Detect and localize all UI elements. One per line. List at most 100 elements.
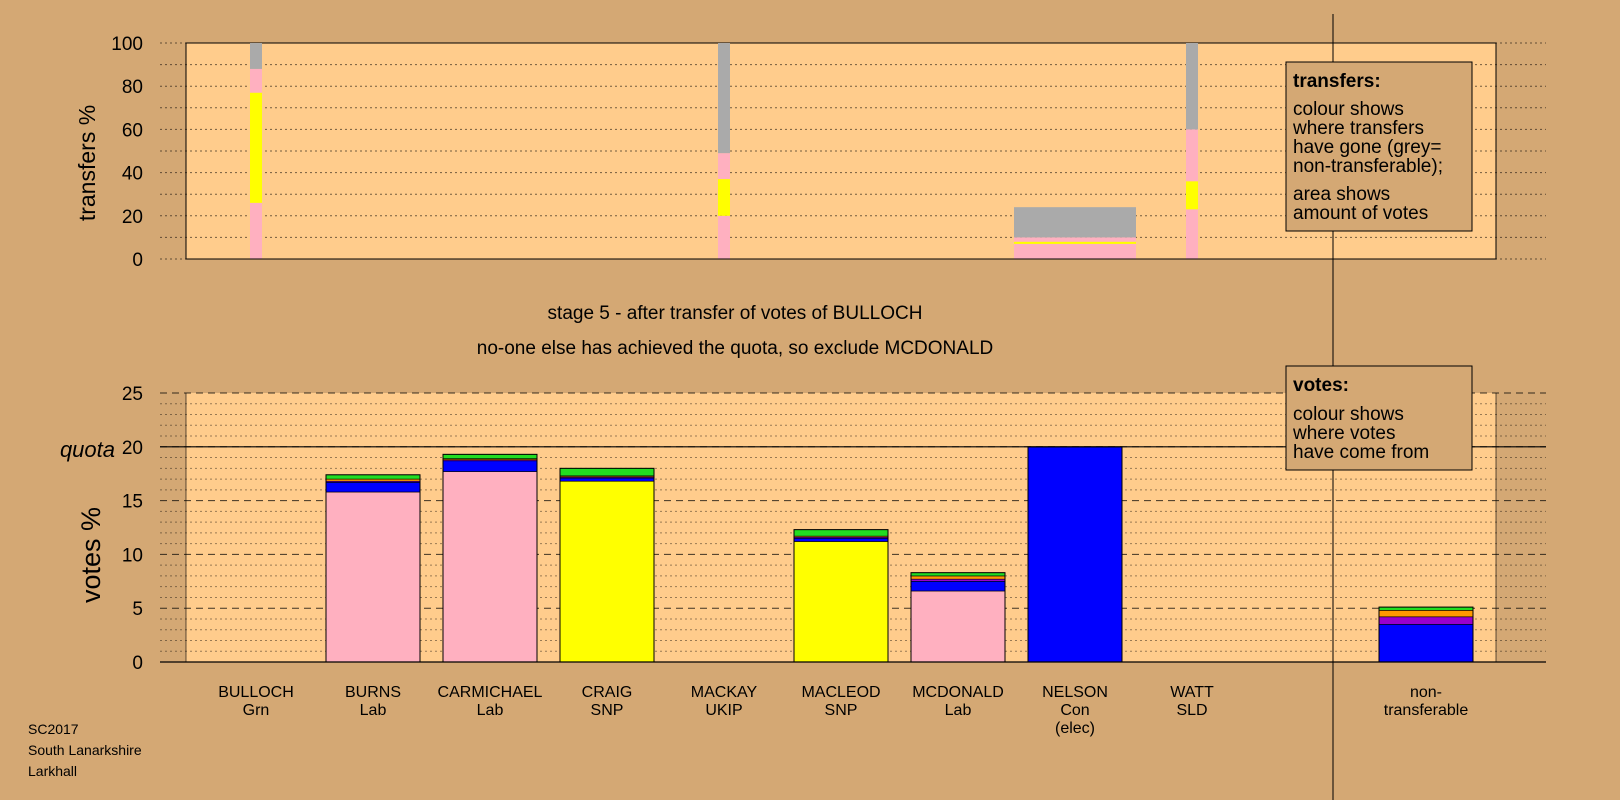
transfers-y-tick-label: 80	[122, 77, 143, 98]
candidate-party-label: Grn	[243, 702, 270, 719]
transfers-legend-line: have gone (grey=	[1293, 137, 1441, 158]
quota-label: quota	[60, 437, 115, 462]
transfers-y-tick-label: 40	[122, 164, 143, 185]
votes-bars	[160, 446, 1546, 663]
candidate-party-label: transferable	[1384, 702, 1469, 719]
vote-segment	[325, 474, 421, 480]
votes-y-axis-label: votes %	[76, 507, 106, 603]
votes-y-tick-label: 0	[132, 653, 143, 674]
transfer-segment-watt	[1186, 43, 1198, 130]
transfers-legend: transfers: colour shows where transfers …	[1285, 61, 1473, 232]
transfer-segment-nelson	[1014, 241, 1136, 244]
vote-segment	[793, 529, 889, 537]
candidate-status-label: (elec)	[1055, 720, 1095, 737]
vote-segment	[325, 478, 421, 482]
transfers-bars	[186, 43, 1496, 260]
candidate-name-label: MACKAY	[691, 684, 758, 701]
transfers-y-axis-label: transfers %	[74, 105, 100, 221]
candidate-name-label: MACLEOD	[801, 684, 880, 701]
vote-segment	[442, 454, 538, 459]
candidate-party-label: SNP	[825, 702, 858, 719]
footer-election: SC2017	[28, 721, 79, 737]
transfers-legend-box	[1285, 61, 1473, 232]
candidate-party-label: Lab	[477, 702, 504, 719]
candidate-party-label: Lab	[360, 702, 387, 719]
votes-y-ticks: 0 5 10 15 20 25	[122, 384, 143, 674]
transfer-segment-bulloch	[250, 68, 262, 93]
transfers-legend-line: non-transferable);	[1293, 156, 1443, 177]
transfers-y-tick-label: 100	[111, 34, 143, 55]
candidate-name-label: non-	[1410, 684, 1442, 701]
transfer-segment-nelson	[1014, 207, 1136, 238]
transfers-legend-line: where transfers	[1292, 118, 1424, 139]
transfer-segment-watt	[1186, 129, 1198, 182]
candidate-party-label: Con	[1060, 702, 1089, 719]
candidate-name-label: CRAIG	[582, 684, 633, 701]
candidate-party-label: UKIP	[705, 702, 742, 719]
vote-segment	[910, 580, 1006, 592]
candidate-name-label: WATT	[1170, 684, 1214, 701]
candidate-name-label: BURNS	[345, 684, 401, 701]
votes-y-tick-label: 15	[122, 492, 143, 513]
candidate-name-label: MCDONALD	[912, 684, 1004, 701]
votes-legend-line: have come from	[1293, 442, 1429, 463]
candidate-name-label: CARMICHAEL	[438, 684, 543, 701]
votes-category-labels: BULLOCHGrnBURNSLabCARMICHAELLabCRAIGSNPM…	[218, 684, 1468, 737]
transfer-segment-nelson	[1014, 237, 1136, 242]
vote-segment	[793, 537, 889, 542]
vote-segment	[910, 575, 1006, 580]
votes-legend-heading: votes:	[1293, 375, 1349, 396]
footer-ward: Larkhall	[28, 763, 77, 779]
vote-segment	[1378, 624, 1474, 663]
vote-segment	[325, 491, 421, 663]
transfer-segment-nelson	[1014, 243, 1136, 259]
transfers-y-tick-label: 60	[122, 120, 143, 141]
transfer-segment-mackay	[718, 153, 730, 180]
transfers-y-tick-label: 0	[132, 250, 143, 271]
votes-y-tick-label: 25	[122, 384, 143, 405]
transfer-segment-mackay	[718, 43, 730, 154]
vote-segment	[910, 590, 1006, 663]
candidate-name-label: NELSON	[1042, 684, 1108, 701]
footer-council: South Lanarkshire	[28, 742, 142, 758]
candidate-party-label: Lab	[945, 702, 972, 719]
vote-segment	[1378, 616, 1474, 625]
vote-segment	[793, 541, 889, 663]
transfer-segment-bulloch	[250, 92, 262, 203]
vote-segment	[559, 468, 655, 477]
vote-segment	[442, 460, 538, 472]
action-title: no-one else has achieved the quota, so e…	[477, 338, 993, 359]
transfers-legend-line: colour shows	[1293, 99, 1404, 120]
vote-segment	[910, 578, 1006, 582]
transfer-segment-watt	[1186, 209, 1198, 259]
votes-y-tick-label: 10	[122, 545, 143, 566]
vote-segment	[325, 482, 421, 493]
transfers-legend-line: area shows	[1293, 184, 1390, 205]
vote-segment	[559, 477, 655, 482]
votes-y-tick-label: 5	[132, 599, 143, 620]
transfer-segment-mackay	[718, 215, 730, 259]
transfers-legend-heading: transfers:	[1293, 71, 1381, 92]
votes-legend: votes: colour shows where votes have com…	[1285, 365, 1473, 471]
transfer-segment-watt	[1186, 181, 1198, 210]
transfer-segment-bulloch	[250, 43, 262, 69]
candidate-party-label: SLD	[1176, 702, 1207, 719]
transfers-y-tick-label: 20	[122, 207, 143, 228]
vote-segment	[1378, 610, 1474, 618]
votes-legend-box	[1285, 365, 1473, 471]
vote-segment	[1027, 446, 1123, 663]
transfers-legend-line: amount of votes	[1293, 203, 1428, 224]
votes-y-tick-label: 20	[122, 438, 143, 459]
transfers-y-ticks: 0 20 40 60 80 100	[111, 34, 143, 271]
votes-legend-line: where votes	[1292, 423, 1395, 444]
candidate-name-label: BULLOCH	[218, 684, 294, 701]
stage-title: stage 5 - after transfer of votes of BUL…	[548, 303, 923, 324]
transfer-segment-mackay	[718, 179, 730, 216]
vote-segment	[559, 480, 655, 663]
transfer-segment-bulloch	[250, 202, 262, 259]
candidate-party-label: SNP	[591, 702, 624, 719]
vote-segment	[442, 471, 538, 663]
votes-legend-line: colour shows	[1293, 404, 1404, 425]
